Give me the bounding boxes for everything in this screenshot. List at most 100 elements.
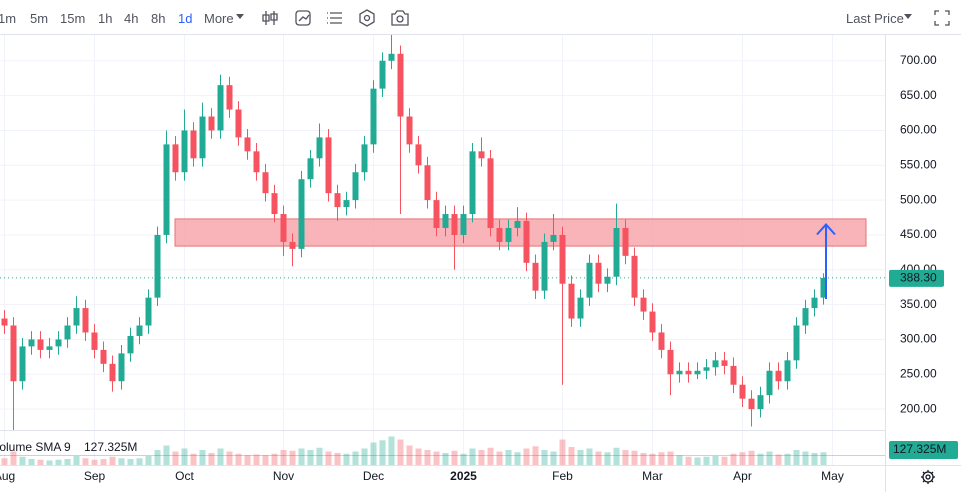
volume-bar	[739, 452, 746, 465]
volume-bar	[370, 442, 377, 465]
plot-area	[0, 35, 885, 465]
volume-legend: Volume SMA 9	[0, 440, 71, 454]
candle-body	[478, 151, 485, 159]
interval[interactable]: 8h	[151, 11, 166, 26]
candle-body	[235, 109, 242, 138]
volume-bar	[127, 459, 134, 465]
candle-body	[640, 297, 647, 312]
candle-body	[757, 395, 764, 410]
interval-active[interactable]: 1d	[178, 11, 193, 26]
volume-bar	[793, 450, 800, 465]
volume-bar	[658, 452, 665, 465]
volume-bar	[343, 453, 350, 465]
candle-body	[370, 88, 377, 145]
volume-bar	[280, 450, 287, 465]
volume-bar	[244, 455, 251, 465]
y-tick-label: 200.00	[900, 401, 937, 415]
volume-bar	[460, 453, 467, 465]
candle-body	[685, 370, 692, 375]
candle-body	[820, 277, 827, 298]
candle-body	[289, 241, 296, 249]
x-tick-label: Nov	[273, 469, 294, 483]
volume-bar	[505, 450, 512, 465]
candle-body	[397, 53, 404, 117]
volume-bar	[1, 458, 8, 465]
settings-icon[interactable]	[921, 470, 935, 484]
volume-bar	[766, 451, 773, 465]
volume-bar	[271, 453, 278, 465]
candle-body	[379, 60, 386, 89]
toolbar: 1m 5m 15m 1h 4h 8h 1d More Last Price	[0, 0, 961, 35]
volume-bar	[613, 447, 620, 465]
candle-body	[28, 339, 35, 347]
x-tick-label: May	[821, 469, 844, 483]
interval[interactable]: 1m	[0, 11, 17, 26]
volume-bar	[631, 450, 638, 465]
x-tick-label: Mar	[642, 469, 663, 483]
candle-body	[811, 297, 818, 309]
volume-bar	[172, 451, 179, 465]
volume-bar	[721, 456, 728, 465]
volume-bar	[82, 458, 89, 465]
tool-icons[interactable]	[260, 8, 420, 28]
x-tick-label: Apr	[733, 469, 752, 483]
candle-body	[352, 172, 359, 201]
volume-bar	[523, 448, 530, 465]
volume-bar	[433, 451, 440, 465]
candle-body	[487, 158, 494, 228]
volume-bar	[406, 445, 413, 465]
volume-bar	[586, 448, 593, 465]
volume-bar	[775, 454, 782, 465]
candle-body	[19, 346, 26, 382]
interval[interactable]: 5m	[30, 11, 49, 26]
volume-bar	[559, 439, 566, 465]
volume-bar	[100, 459, 107, 465]
fullscreen-icon[interactable]	[934, 10, 950, 26]
candle-body	[766, 370, 773, 396]
volume-bar	[496, 451, 503, 465]
candle-body	[739, 384, 746, 399]
y-tick-label: 500.00	[900, 192, 937, 206]
volume-bar	[316, 447, 323, 465]
volume-bar	[55, 459, 62, 465]
candle-body	[775, 370, 782, 382]
interval[interactable]: 4h	[124, 11, 139, 26]
volume-legend-value: 127.325M	[84, 440, 137, 454]
x-tick-label: Sep	[84, 469, 106, 483]
interval[interactable]: 15m	[60, 11, 86, 26]
volume-bar	[73, 456, 80, 465]
candle-body	[181, 130, 188, 173]
volume-bar	[640, 453, 647, 465]
y-tick-label: 550.00	[900, 157, 937, 171]
volume-bar	[478, 450, 485, 465]
volume-bar	[190, 453, 197, 465]
volume-bar	[19, 456, 26, 465]
candle-body	[631, 255, 638, 298]
volume-bar	[532, 446, 539, 465]
price-mode[interactable]: Last Price	[846, 11, 904, 26]
candle-body	[496, 227, 503, 242]
volume-bar	[145, 456, 152, 465]
interval[interactable]: 1h	[98, 11, 113, 26]
x-tick-label: Feb	[552, 469, 573, 483]
volume-bar	[676, 455, 683, 465]
candle-body	[46, 346, 53, 350]
volume-bar	[208, 453, 215, 465]
candle-body	[451, 214, 458, 235]
candle-body	[10, 325, 17, 382]
more-caret	[236, 14, 244, 19]
volume-bar	[334, 453, 341, 465]
candle-body	[784, 360, 791, 382]
volume-bar	[253, 454, 260, 465]
candle-body	[199, 116, 206, 159]
volume-bar	[118, 458, 125, 465]
candle-body	[532, 262, 539, 291]
candle-body	[721, 360, 728, 366]
volume-bar	[397, 439, 404, 465]
volume-bar	[361, 448, 368, 465]
volume-bar	[577, 450, 584, 465]
more-button[interactable]: More	[204, 11, 234, 26]
candle-body	[1, 318, 8, 326]
volume-bar	[109, 456, 116, 465]
resistance-zone	[174, 218, 867, 247]
